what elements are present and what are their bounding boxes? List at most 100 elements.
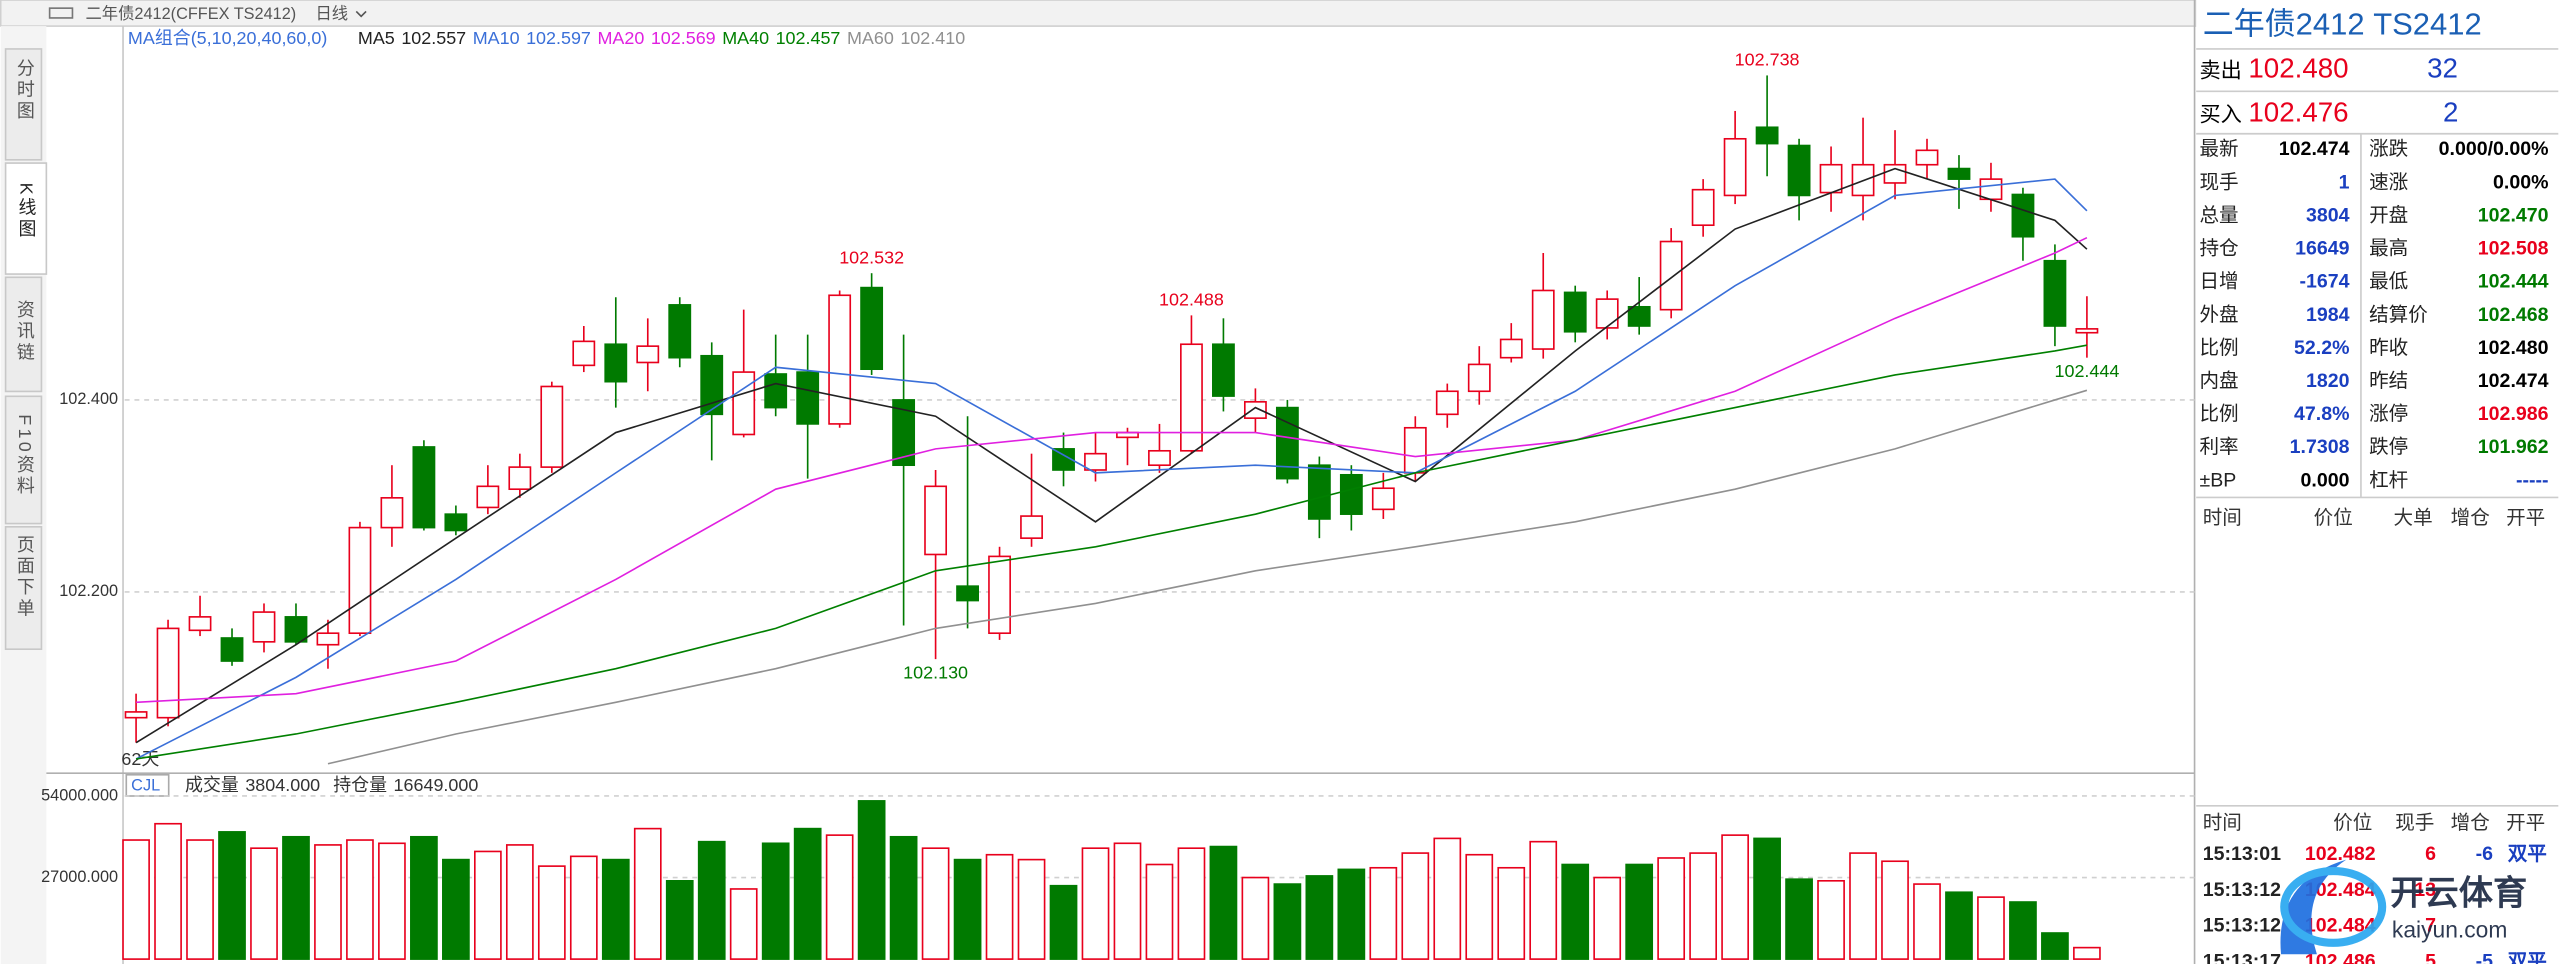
candle-body xyxy=(988,555,1011,635)
ma-legend: MA5 102.557 xyxy=(358,28,466,48)
volume-bar xyxy=(1817,879,1845,960)
tab-label[interactable]: K线图 xyxy=(16,183,36,241)
ma-group[interactable]: MA组合(5,10,20,40,60,0) xyxy=(128,28,327,48)
ma-line xyxy=(327,389,2088,765)
volume-bar xyxy=(1497,866,1526,960)
volume-bar xyxy=(2041,932,2069,960)
trade-cell: 6 xyxy=(2425,843,2436,865)
quote-value: 102.470 xyxy=(2478,204,2549,226)
tab-label[interactable]: F10资料 xyxy=(15,414,35,497)
quote-label: 结算价 xyxy=(2369,304,2428,326)
ask-price: 102.480 xyxy=(2248,52,2348,83)
quote-label: 现手 xyxy=(2199,171,2238,193)
ma-line xyxy=(135,167,2088,744)
order-header: 价位 xyxy=(2314,507,2353,529)
candle-body xyxy=(2011,193,2035,238)
volume-bar xyxy=(1913,883,1941,960)
candle-body xyxy=(1627,305,1651,327)
tab[interactable] xyxy=(4,395,43,525)
volume-bar xyxy=(1881,860,1909,960)
quote-value: 0.000 xyxy=(2301,469,2350,491)
quote-value: 3804 xyxy=(2306,204,2350,226)
volume-bar xyxy=(793,827,822,960)
ma-legend-name: MA5 xyxy=(358,28,395,48)
quote-value: 1984 xyxy=(2306,304,2350,326)
volume-bar xyxy=(1145,863,1174,960)
period-selector[interactable]: 日线 xyxy=(316,5,349,23)
volume-bar xyxy=(665,879,694,960)
candle-body xyxy=(156,627,180,719)
volume-bar xyxy=(1113,842,1142,960)
volume-bar xyxy=(410,835,438,960)
quote-label: 利率 xyxy=(2199,436,2238,458)
trade-cell: 13 xyxy=(2414,879,2436,901)
candle-body xyxy=(1979,178,2003,201)
volume-bar xyxy=(378,842,406,960)
watermark-brand: 开云体育 xyxy=(2390,875,2527,913)
quote-value: 102.474 xyxy=(2478,370,2549,392)
volume-bar xyxy=(1305,875,1334,960)
ma-legend: MA40 102.457 xyxy=(722,28,840,48)
quote-value: 101.962 xyxy=(2478,436,2549,458)
quote-title: 二年债2412 TS2412 xyxy=(2203,6,2482,41)
quote-value: 102.480 xyxy=(2478,337,2549,359)
volume-bar xyxy=(825,834,854,960)
candle-body xyxy=(1371,487,1395,511)
trade-cell: 102.486 xyxy=(2305,951,2376,964)
quote-value: 52.2% xyxy=(2294,337,2349,359)
volume-bar xyxy=(1657,857,1686,960)
candle-body xyxy=(1659,240,1683,311)
trade-cell: 双平 xyxy=(2508,951,2547,964)
tab-label[interactable]: 分时图 xyxy=(15,59,35,123)
quote-value: ----- xyxy=(2516,469,2549,491)
tab-active[interactable] xyxy=(4,162,48,275)
candle-body xyxy=(1467,363,1491,393)
volume-legend-value: 16649.000 xyxy=(394,775,479,795)
bid-volume: 2 xyxy=(2443,97,2458,128)
volume-bar xyxy=(857,800,886,960)
trade-cell: 102.484 xyxy=(2305,879,2376,901)
price-annotation: 102.738 xyxy=(1735,49,1800,69)
trade-header: 时间 xyxy=(2203,812,2242,834)
volume-bar xyxy=(186,839,214,960)
volume-bar xyxy=(761,842,790,960)
candle-body xyxy=(380,497,404,529)
tab-label[interactable]: 页面下单 xyxy=(15,535,35,620)
quote-value: 16649 xyxy=(2295,238,2350,260)
ask-label: 卖出 xyxy=(2199,58,2241,82)
volume-bar xyxy=(1369,866,1398,960)
toolbar-icon[interactable] xyxy=(48,7,74,19)
tab-label[interactable]: 资讯链 xyxy=(15,300,35,364)
candle-body xyxy=(540,385,564,468)
volume-bar xyxy=(697,840,726,960)
candle-body xyxy=(1787,144,1811,197)
indicator[interactable]: CJL xyxy=(131,777,160,795)
ma-legend-value: 102.457 xyxy=(776,28,841,48)
candle-body xyxy=(1084,452,1107,471)
order-header: 时间 xyxy=(2203,507,2242,529)
volume-bar xyxy=(1241,876,1270,960)
volume-bar xyxy=(122,839,150,960)
trade-cell: -5 xyxy=(2476,951,2494,964)
toolbar xyxy=(0,0,2198,27)
candle-body xyxy=(700,354,724,416)
price-annotation: 102.532 xyxy=(839,247,904,267)
candle-body xyxy=(284,616,308,643)
tab[interactable] xyxy=(4,276,43,393)
volume-legend: 成交量 3804.000 xyxy=(185,775,320,795)
trade-cell: 102.482 xyxy=(2305,843,2376,865)
tab[interactable] xyxy=(4,526,43,651)
volume-bar xyxy=(1177,847,1206,960)
quote-value: 102.508 xyxy=(2478,238,2549,260)
trade-header: 增仓 xyxy=(2451,812,2490,834)
watermark-site: kaiyun.com xyxy=(2392,916,2507,942)
volume-bar xyxy=(985,853,1014,960)
trade-cell: 双平 xyxy=(2508,843,2547,865)
tab[interactable] xyxy=(4,48,43,161)
volume-bar xyxy=(953,858,982,960)
period-chevron[interactable] xyxy=(355,10,367,18)
quote-label: 跌停 xyxy=(2369,436,2408,458)
candle-body xyxy=(1563,291,1587,333)
candle-body xyxy=(412,446,436,529)
order-header: 开平 xyxy=(2506,507,2545,529)
